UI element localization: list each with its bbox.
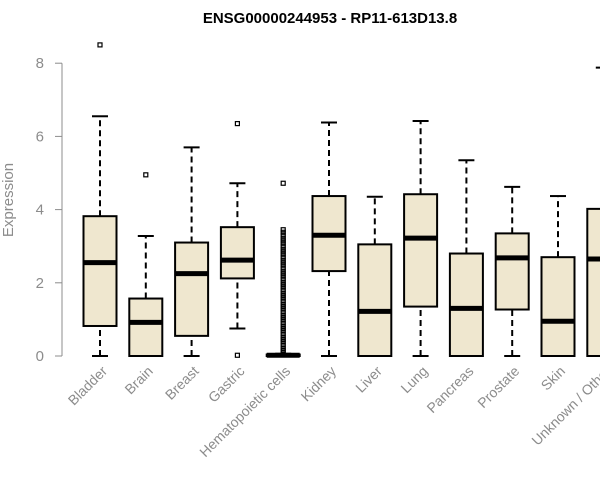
x-tick-label: Bladder bbox=[65, 363, 111, 409]
outlier-point bbox=[234, 120, 240, 127]
outlier-point bbox=[280, 232, 286, 238]
boxes-group bbox=[82, 42, 600, 358]
x-tick-label: Breast bbox=[162, 363, 202, 403]
outlier-point bbox=[280, 334, 286, 340]
y-axis: 0 2 4 6 8 bbox=[36, 55, 63, 365]
outlier-point bbox=[280, 323, 286, 329]
outlier-point bbox=[280, 235, 286, 241]
y-tick-label: 8 bbox=[36, 55, 44, 72]
y-axis-label: Expression bbox=[0, 163, 17, 237]
iqr-box bbox=[219, 226, 255, 280]
iqr-box bbox=[357, 243, 393, 357]
iqr-box bbox=[494, 232, 530, 311]
y-tick-label: 0 bbox=[36, 348, 44, 365]
outlier-point bbox=[280, 243, 286, 249]
iqr-box bbox=[448, 252, 484, 358]
outlier-point bbox=[143, 172, 149, 178]
iqr-box bbox=[540, 256, 576, 357]
box-brain bbox=[128, 172, 164, 357]
outlier-point bbox=[280, 287, 286, 293]
y-tick-label: 2 bbox=[36, 275, 44, 292]
box-kidney bbox=[311, 121, 347, 357]
box-unknown-other bbox=[586, 66, 600, 357]
x-tick-label: Pancreas bbox=[423, 363, 476, 416]
x-tick-label: Liver bbox=[352, 363, 385, 396]
outlier-point bbox=[280, 342, 286, 348]
box-breast bbox=[174, 146, 210, 357]
iqr-box bbox=[403, 193, 439, 308]
outlier-point bbox=[234, 352, 240, 358]
x-tick-label: Skin bbox=[538, 363, 569, 394]
x-tick-label: Lung bbox=[397, 363, 430, 396]
outlier-point bbox=[280, 257, 286, 263]
x-tick-label: Brain bbox=[121, 363, 155, 397]
outlier-point bbox=[280, 331, 286, 337]
box-prostate bbox=[494, 185, 530, 357]
y-tick-label: 6 bbox=[36, 128, 44, 145]
box-hematopoietic-cells bbox=[265, 180, 301, 358]
outlier-point bbox=[280, 254, 286, 260]
x-tick-label: Gastric bbox=[205, 363, 248, 406]
outlier-point bbox=[280, 180, 286, 186]
y-tick-label: 4 bbox=[36, 202, 44, 219]
chart-title: ENSG00000244953 - RP11-613D13.8 bbox=[203, 10, 457, 27]
outlier-point bbox=[280, 246, 286, 252]
outlier-point bbox=[280, 227, 286, 233]
iqr-box bbox=[128, 297, 164, 357]
outlier-point bbox=[280, 265, 286, 271]
outlier-point bbox=[280, 312, 286, 318]
outlier-point bbox=[280, 279, 286, 285]
x-tick-label: Hematopoietic cells bbox=[196, 363, 293, 460]
box-liver bbox=[357, 195, 393, 357]
outlier-point bbox=[280, 268, 286, 274]
iqr-box bbox=[174, 241, 210, 337]
box-pancreas bbox=[448, 159, 484, 358]
x-tick-label: Kidney bbox=[298, 363, 340, 405]
outlier-point bbox=[280, 276, 286, 282]
box-lung bbox=[403, 120, 439, 357]
box-bladder bbox=[82, 42, 118, 357]
iqr-box bbox=[586, 207, 600, 357]
box-skin bbox=[540, 195, 576, 357]
outlier-point bbox=[280, 290, 286, 296]
outlier-point bbox=[280, 298, 286, 304]
outlier-point bbox=[97, 42, 103, 48]
outlier-point bbox=[280, 345, 286, 351]
box-gastric bbox=[219, 120, 255, 358]
iqr-box bbox=[82, 215, 118, 327]
outlier-point bbox=[280, 301, 286, 307]
outlier-point bbox=[280, 320, 286, 326]
x-tick-label: Prostate bbox=[474, 363, 522, 411]
outlier-point bbox=[280, 309, 286, 315]
